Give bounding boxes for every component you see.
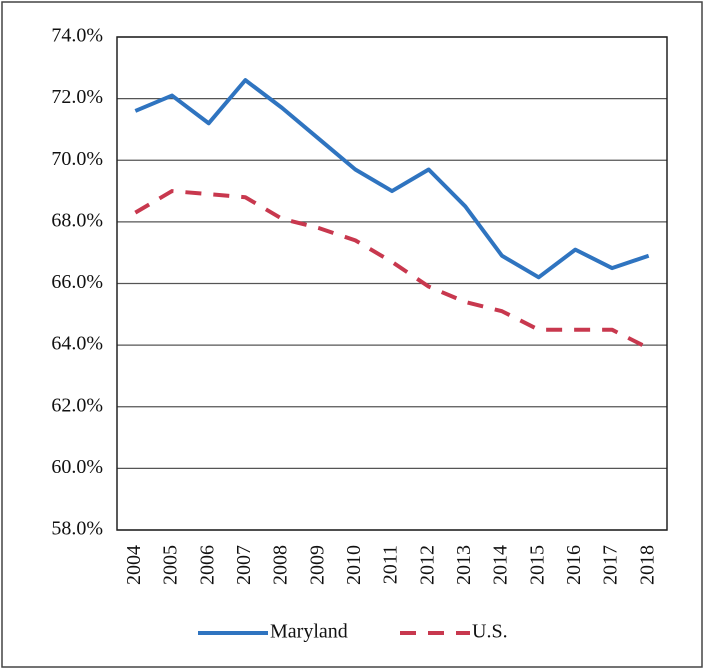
x-tick-label: 2009 — [306, 545, 328, 585]
y-tick-label: 60.0% — [51, 456, 103, 478]
x-tick-label: 2016 — [563, 545, 585, 585]
x-tick-label: 2006 — [196, 545, 218, 585]
legend-label: U.S. — [472, 621, 508, 643]
y-tick-label: 62.0% — [51, 394, 103, 416]
y-tick-label: 66.0% — [51, 271, 103, 293]
y-tick-label: 58.0% — [51, 518, 103, 540]
x-tick-label: 2012 — [416, 545, 438, 585]
y-tick-label: 64.0% — [51, 333, 103, 355]
x-tick-label: 2004 — [123, 545, 145, 585]
y-tick-label: 74.0% — [51, 25, 103, 47]
x-tick-label: 2014 — [490, 545, 512, 585]
y-tick-label: 68.0% — [51, 209, 103, 231]
plot-frame — [116, 36, 668, 531]
legend-label: Maryland — [270, 621, 348, 643]
line-series — [134, 78, 650, 280]
x-tick-label: 2011 — [380, 545, 402, 584]
x-tick-label: 2007 — [233, 545, 255, 585]
x-tick-label: 2018 — [636, 545, 658, 585]
x-tick-label: 2010 — [343, 545, 365, 585]
y-tick-label: 72.0% — [51, 86, 103, 108]
x-tick-label: 2017 — [600, 545, 622, 585]
line-series — [134, 189, 650, 350]
x-tick-label: 2005 — [160, 545, 182, 585]
x-tick-label: 2013 — [453, 545, 475, 585]
x-tick-label: 2015 — [526, 545, 548, 585]
x-tick-label: 2008 — [270, 545, 292, 585]
y-tick-label: 70.0% — [51, 148, 103, 170]
